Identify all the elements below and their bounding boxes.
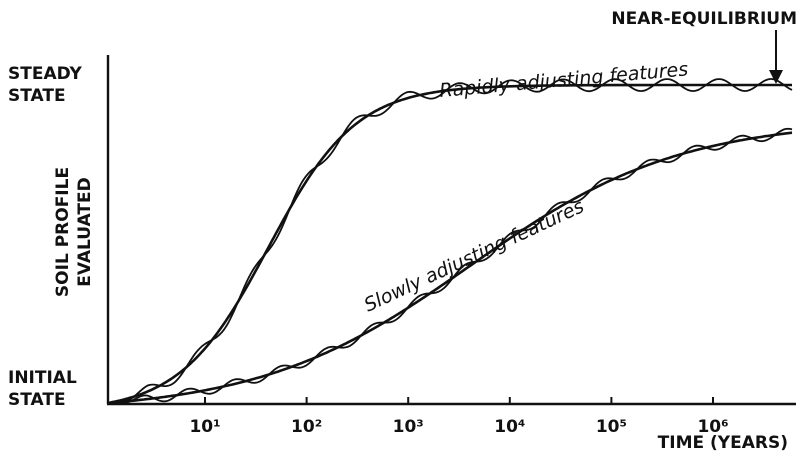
curve-label: Slowly adjusting features: [361, 195, 588, 316]
curve-oscillation: [107, 127, 793, 405]
x-tick-label: 10⁶: [697, 417, 728, 437]
x-tick-label: 10²: [291, 417, 322, 437]
top-label: STEADY: [8, 64, 82, 84]
curve: [107, 83, 792, 405]
x-tick-label: 10³: [393, 417, 424, 437]
x-tick-label: 10⁴: [494, 417, 525, 437]
curve-oscillation: [107, 78, 793, 404]
top-label: STATE: [8, 86, 66, 106]
x-tick-label: 10⁵: [596, 417, 627, 437]
annotation: NEAR-EQUILIBRIUM: [611, 9, 797, 29]
y-title: EVALUATED: [75, 177, 95, 286]
x-title: TIME (YEARS): [658, 433, 788, 453]
arrow-head: [769, 70, 783, 84]
x-tick-label: 10¹: [189, 417, 220, 437]
bottom-label: STATE: [8, 390, 66, 410]
y-title: SOIL PROFILE: [53, 167, 73, 297]
bottom-label: INITIAL: [8, 368, 77, 388]
